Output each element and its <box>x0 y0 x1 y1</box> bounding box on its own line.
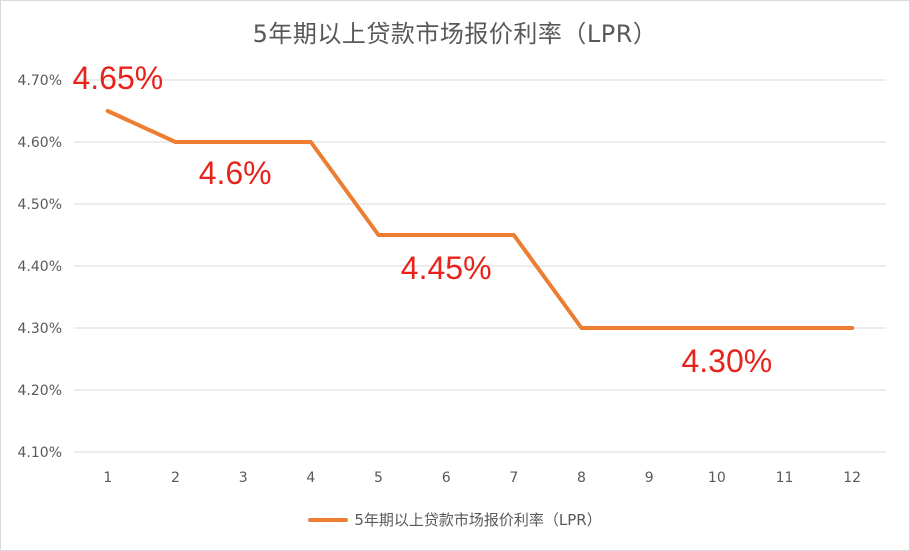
chart-title: 5年期以上贷款市场报价利率（LPR） <box>252 20 658 48</box>
x-tick-label: 5 <box>374 470 383 486</box>
y-tick-label: 4.10% <box>18 445 62 461</box>
legend-label: 5年期以上贷款市场报价利率（LPR） <box>354 511 602 529</box>
y-tick-label: 4.50% <box>18 197 62 213</box>
y-tick-label: 4.40% <box>18 259 62 275</box>
data-label: 4.65% <box>72 60 163 96</box>
x-tick-label: 3 <box>239 470 248 486</box>
x-axis-tick-labels: 1 2 3 4 5 6 7 8 9 10 11 12 <box>103 470 861 486</box>
y-tick-label: 4.30% <box>18 321 62 337</box>
x-tick-label: 10 <box>708 470 726 486</box>
x-tick-label: 11 <box>776 470 794 486</box>
series-line <box>105 109 855 330</box>
x-tick-label: 6 <box>442 470 451 486</box>
x-tick-label: 7 <box>509 470 518 486</box>
y-axis-tick-labels: 4.10% 4.20% 4.30% 4.40% 4.50% 4.60% 4.70% <box>18 73 62 461</box>
y-tick-label: 4.70% <box>18 73 62 89</box>
data-label: 4.6% <box>199 155 272 191</box>
x-tick-label: 2 <box>171 470 180 486</box>
legend: 5年期以上贷款市场报价利率（LPR） <box>0 509 910 530</box>
legend-swatch <box>308 517 349 522</box>
x-tick-label: 4 <box>306 470 315 486</box>
series-lines <box>105 109 855 330</box>
y-tick-label: 4.20% <box>18 383 62 399</box>
x-tick-label: 12 <box>843 470 861 486</box>
y-tick-label: 4.60% <box>18 135 62 151</box>
data-label: 4.30% <box>681 343 772 379</box>
x-tick-label: 8 <box>577 470 586 486</box>
x-tick-label: 1 <box>103 470 112 486</box>
data-label: 4.45% <box>401 250 492 286</box>
data-labels: 4.65% 4.6% 4.45% 4.30% <box>72 60 772 379</box>
x-tick-label: 9 <box>645 470 654 486</box>
